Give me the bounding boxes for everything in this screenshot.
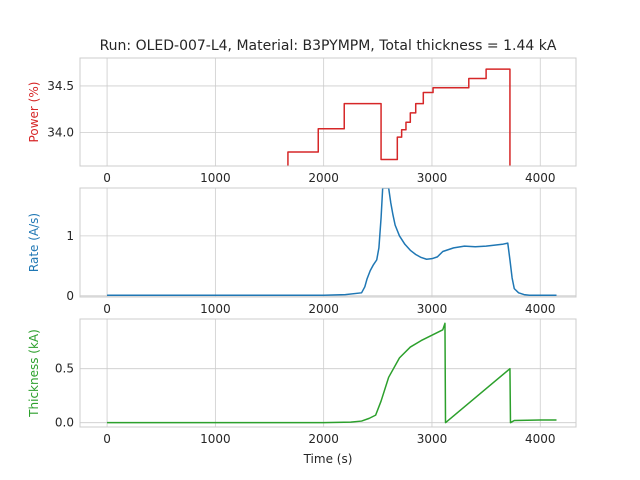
power-y-axis-label: Power (%) [27,82,41,143]
thickness-x-tick-label: 2000 [308,432,339,446]
rate-x-tick-label: 4000 [525,302,556,316]
rate-series-line [107,188,557,296]
power-series-line [287,68,511,166]
rate-x-tick-label: 3000 [417,302,448,316]
power-x-tick-label: 1000 [200,171,231,185]
power-axes-frame [79,57,577,167]
power-x-tick-label: 4000 [525,171,556,185]
power-y-tick-label: 34.0 [47,125,74,139]
x-axis-label: Time (s) [303,452,353,466]
power-x-tick-label: 0 [103,171,111,185]
rate-axes-frame [79,187,577,298]
power-panel: 0 1000 2000 3000 4000 34.0 34.5 Power (%) [27,57,577,185]
chart-title: Run: OLED-007-L4, Material: B3PYMPM, Tot… [100,38,557,54]
rate-x-tick-label: 1000 [200,302,231,316]
rate-x-tick-label: 0 [103,302,111,316]
rate-y-tick-label: 1 [66,229,74,243]
thickness-x-tick-label: 4000 [525,432,556,446]
thickness-x-tick-label: 3000 [417,432,448,446]
rate-y-axis-label: Rate (A/s) [27,213,41,272]
rate-panel: 0 1000 2000 3000 4000 0 1 Rate (A/s) [27,187,577,316]
thickness-panel: 0 1000 2000 3000 4000 0.0 0.5 Thickness (kA) [27,318,577,446]
thickness-series-line [107,322,557,424]
power-x-tick-label: 3000 [417,171,448,185]
rate-y-tick-label: 0 [66,289,74,303]
thickness-y-tick-label: 0.0 [55,416,74,430]
thickness-y-axis-label: Thickness (kA) [27,329,41,418]
thickness-x-tick-label: 1000 [200,432,231,446]
rate-x-tick-label: 2000 [308,302,339,316]
power-x-tick-label: 2000 [308,171,339,185]
thickness-y-tick-label: 0.5 [55,362,74,376]
chart-panels: 0 1000 2000 3000 4000 34.0 34.5 Power (%) 0 1000 2… [27,57,577,446]
thickness-axes-frame [79,318,577,428]
power-y-tick-label: 34.5 [47,79,74,93]
thickness-x-tick-label: 0 [103,432,111,446]
